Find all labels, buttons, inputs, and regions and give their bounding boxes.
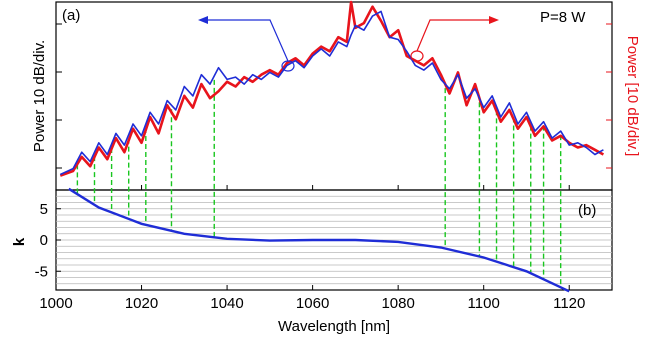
dispersion-k-line [68,187,570,293]
blue-spectrum-line [59,10,604,176]
panel-a-lines [59,0,605,177]
red-series-marker-circle [410,50,424,62]
x-tick-label: 1020 [125,295,158,312]
x-tick-label: 1000 [39,295,72,312]
phase-matching-dashed-lines [76,79,562,288]
x-axis-label: Wavelength [nm] [278,318,390,335]
blue-arrowhead [198,16,208,24]
panel-a-frame [55,1,613,191]
y-tick-label: 0 [40,232,48,249]
x-tick-label: 1040 [210,295,243,312]
panel-a-left-ticks [56,23,612,169]
panel-b-lines [68,187,570,293]
x-tick-label: 1080 [381,295,414,312]
y-tick-label: 5 [40,201,48,218]
panel-b-ticks: 1000 1020 1040 1060 1080 1100 1120 5 0 -5 [35,185,585,312]
power-annotation: P=8 W [540,9,586,26]
panel-b-y-axis-label: k [11,237,28,246]
red-spectrum-line [59,0,605,177]
x-tick-label: 1100 [468,295,500,312]
blue-arrow-line [205,19,289,62]
x-tick-label: 1120 [553,295,585,312]
red-arrow-line [416,19,492,52]
x-tick-label: 1060 [296,295,329,312]
panel-b-label: (b) [578,202,596,219]
red-arrowhead [489,16,499,24]
panel-a-label: (a) [62,7,80,24]
series-arrows [198,16,499,72]
y-tick-label: -5 [35,263,48,280]
right-y-axis-label: Power [10 dB/div.] [624,36,641,157]
left-y-axis-label: Power 10 dB/div. [31,40,48,152]
panel-b-grid [56,195,612,285]
